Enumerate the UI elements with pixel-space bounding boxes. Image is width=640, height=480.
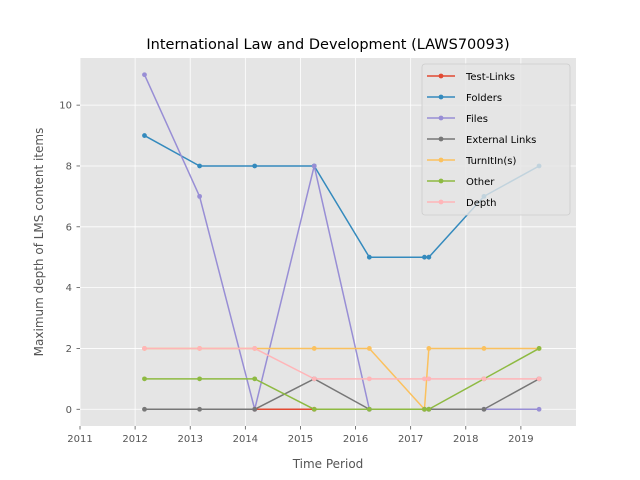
data-point-depth <box>366 376 372 382</box>
data-point-other <box>252 376 258 382</box>
legend-label-test-links: Test-Links <box>465 72 515 83</box>
x-tick-label: 2012 <box>122 434 147 445</box>
y-tick-label: 4 <box>66 283 72 294</box>
data-point-depth <box>536 376 542 382</box>
data-point-turnitin-s <box>481 346 487 351</box>
y-tick-label: 6 <box>66 222 72 233</box>
data-point-files <box>142 72 147 78</box>
legend-label-folders: Folders <box>466 93 502 104</box>
legend-label-depth: Depth <box>466 198 496 209</box>
data-point-folders <box>142 133 147 138</box>
data-point-files <box>311 163 317 169</box>
data-point-external-links <box>197 406 202 412</box>
x-tick-label: 2013 <box>177 434 202 445</box>
data-point-external-links <box>252 406 258 412</box>
legend-label-turnitin-s: TurnItIn(s) <box>465 156 516 167</box>
data-point-depth <box>481 376 487 382</box>
data-point-external-links <box>481 406 487 412</box>
y-axis-label: Maximum depth of LMS content items <box>32 128 46 357</box>
data-point-other <box>366 406 372 412</box>
legend: Test-Links Folders Files External Links Turn… <box>421 63 571 216</box>
legend-marker-other <box>438 178 444 184</box>
data-point-other <box>426 406 432 412</box>
legend-label-other: Other <box>466 177 495 188</box>
data-point-files <box>536 406 542 412</box>
legend-marker-folders <box>438 94 444 100</box>
data-point-folders <box>252 163 258 169</box>
x-tick-label: 2018 <box>453 434 478 445</box>
x-tick-label: 2019 <box>508 434 533 445</box>
data-point-turnitin-s <box>311 346 317 351</box>
legend-marker-files <box>438 115 444 121</box>
legend-label-external-links: External Links <box>466 135 536 146</box>
data-point-other <box>197 376 202 382</box>
x-tick-label: 2017 <box>398 434 423 445</box>
y-axis-ticks: 0 2 4 6 8 10 <box>59 101 80 416</box>
data-point-folders <box>197 163 202 169</box>
legend-label-files: Files <box>466 114 488 125</box>
data-point-external-links <box>142 406 147 412</box>
data-point-turnitin-s <box>426 346 432 351</box>
y-tick-label: 2 <box>66 344 72 355</box>
x-axis-label: Time Period <box>292 457 364 471</box>
x-tick-label: 2014 <box>233 434 258 445</box>
data-point-files <box>197 193 202 199</box>
data-point-other <box>142 376 147 382</box>
data-point-depth <box>426 376 432 382</box>
y-tick-label: 0 <box>66 405 72 416</box>
data-point-other <box>311 406 317 412</box>
y-tick-label: 8 <box>66 161 72 172</box>
data-point-depth <box>311 376 317 382</box>
series-points <box>142 72 542 412</box>
legend-box <box>421 63 571 216</box>
legend-marker-test-links <box>438 73 444 79</box>
x-tick-label: 2016 <box>343 434 368 445</box>
data-point-turnitin-s <box>366 346 372 351</box>
data-point-folders <box>422 254 427 260</box>
x-tick-label: 2015 <box>288 434 313 445</box>
data-point-folders <box>426 254 432 260</box>
data-point-folders <box>366 254 372 260</box>
data-point-depth <box>252 346 258 351</box>
legend-marker-turnitin-s <box>438 157 444 163</box>
legend-marker-depth <box>438 199 444 205</box>
data-point-other <box>536 346 542 351</box>
x-axis-ticks: 2011 2012 2013 2014 2015 2016 2017 2018 2019 <box>67 426 534 445</box>
chart-title: International Law and Development (LAWS7… <box>146 37 509 53</box>
data-point-depth <box>142 346 147 351</box>
data-point-depth <box>197 346 202 351</box>
y-tick-label: 10 <box>59 101 72 112</box>
x-tick-label: 2011 <box>67 434 92 445</box>
legend-marker-external-links <box>438 136 444 142</box>
data-point-depth <box>422 376 427 382</box>
data-point-other <box>422 406 427 412</box>
